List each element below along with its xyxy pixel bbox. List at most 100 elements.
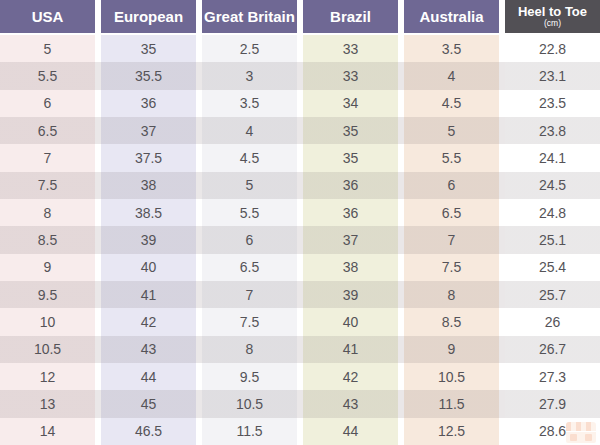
table-cell: 5.5 — [202, 199, 297, 226]
shop-watermark-icon — [566, 422, 596, 443]
table-cell: 8.5 — [404, 308, 499, 335]
table-cell: 24.5 — [505, 172, 600, 199]
table-cell: 35 — [101, 35, 196, 62]
table-cell: 10.5 — [202, 390, 297, 417]
table-row: 7.538536624.5 — [0, 172, 600, 199]
header-label: Australia — [419, 9, 483, 25]
table-cell: 5 — [202, 172, 297, 199]
table-cell: 6.5 — [0, 117, 95, 144]
table-cell: 38.5 — [101, 199, 196, 226]
column-header: Heel to Toe (cm) — [505, 0, 600, 33]
table-cell: 8.5 — [0, 226, 95, 253]
table-cell: 3 — [202, 62, 297, 89]
table-cell: 25.7 — [505, 281, 600, 308]
table-cell: 25.4 — [505, 254, 600, 281]
header-label: Brazil — [330, 9, 371, 25]
table-row: 838.55.5366.524.8 — [0, 199, 600, 226]
table-cell: 26.7 — [505, 336, 600, 363]
table-cell: 6.5 — [202, 254, 297, 281]
table-cell: 33 — [303, 62, 398, 89]
table-cell: 38 — [303, 254, 398, 281]
table-cell: 39 — [101, 226, 196, 253]
table-cell: 6 — [404, 172, 499, 199]
table-cell: 10 — [0, 308, 95, 335]
table-cell: 37.5 — [101, 144, 196, 171]
header-label: Great Britain — [204, 9, 295, 25]
column-header: European — [101, 0, 196, 33]
table-cell: 27.3 — [505, 363, 600, 390]
table-cell: 3.5 — [404, 35, 499, 62]
table-row: 5352.5333.522.8 — [0, 35, 600, 62]
table-cell: 13 — [0, 390, 95, 417]
table-cell: 41 — [303, 336, 398, 363]
column-header: USA — [0, 0, 95, 33]
table-cell: 7 — [0, 144, 95, 171]
table-row: 10.543841926.7 — [0, 336, 600, 363]
table-row: 134510.54311.527.9 — [0, 390, 600, 417]
table-cell: 46.5 — [101, 418, 196, 445]
table-cell: 37 — [303, 226, 398, 253]
table-cell: 6.5 — [404, 199, 499, 226]
table-cell: 34 — [303, 90, 398, 117]
header-label: European — [114, 9, 183, 25]
table-cell: 6 — [202, 226, 297, 253]
table-cell: 14 — [0, 418, 95, 445]
column-header: Australia — [404, 0, 499, 33]
header-label: Heel to Toe — [518, 5, 587, 19]
table-cell: 2.5 — [202, 35, 297, 62]
table-cell: 37 — [101, 117, 196, 144]
table-cell: 5 — [0, 35, 95, 62]
table-cell: 38 — [101, 172, 196, 199]
table-cell: 25.1 — [505, 226, 600, 253]
table-row: 6.537435523.8 — [0, 117, 600, 144]
table-cell: 5 — [404, 117, 499, 144]
table-cell: 43 — [303, 390, 398, 417]
table-cell: 9.5 — [202, 363, 297, 390]
table-cell: 36 — [303, 199, 398, 226]
table-cell: 40 — [303, 308, 398, 335]
table-cell: 24.8 — [505, 199, 600, 226]
table-cell: 43 — [101, 336, 196, 363]
table-cell: 35.5 — [101, 62, 196, 89]
table-cell: 8 — [404, 281, 499, 308]
table-cell: 45 — [101, 390, 196, 417]
table-cell: 44 — [101, 363, 196, 390]
table-cell: 7 — [404, 226, 499, 253]
table-cell: 4 — [404, 62, 499, 89]
table-cell: 10.5 — [404, 363, 499, 390]
table-row: 9406.5387.525.4 — [0, 254, 600, 281]
table-header-row: USA European Great Britain Brazil Austra… — [0, 0, 600, 33]
table-cell: 35 — [303, 117, 398, 144]
table-cell: 41 — [101, 281, 196, 308]
table-cell: 7 — [202, 281, 297, 308]
table-cell: 4.5 — [202, 144, 297, 171]
table-row: 5.535.5333423.1 — [0, 62, 600, 89]
table-cell: 33 — [303, 35, 398, 62]
table-cell: 22.8 — [505, 35, 600, 62]
table-cell: 42 — [101, 308, 196, 335]
table-cell: 40 — [101, 254, 196, 281]
table-cell: 8 — [202, 336, 297, 363]
table-cell: 10.5 — [0, 336, 95, 363]
header-label: USA — [32, 9, 64, 25]
table-cell: 7.5 — [0, 172, 95, 199]
table-cell: 26 — [505, 308, 600, 335]
table-cell: 4 — [202, 117, 297, 144]
table-cell: 42 — [303, 363, 398, 390]
table-cell: 11.5 — [404, 390, 499, 417]
table-cell: 7.5 — [202, 308, 297, 335]
table-row: 8.539637725.1 — [0, 226, 600, 253]
column-header: Brazil — [303, 0, 398, 33]
table-cell: 9 — [0, 254, 95, 281]
table-cell: 9.5 — [0, 281, 95, 308]
table-cell: 12.5 — [404, 418, 499, 445]
table-cell: 44 — [303, 418, 398, 445]
table-cell: 23.8 — [505, 117, 600, 144]
table-cell: 9 — [404, 336, 499, 363]
column-header: Great Britain — [202, 0, 297, 33]
table-row: 12449.54210.527.3 — [0, 363, 600, 390]
table-cell: 5.5 — [404, 144, 499, 171]
table-cell: 39 — [303, 281, 398, 308]
table-cell: 4.5 — [404, 90, 499, 117]
table-cell: 35 — [303, 144, 398, 171]
